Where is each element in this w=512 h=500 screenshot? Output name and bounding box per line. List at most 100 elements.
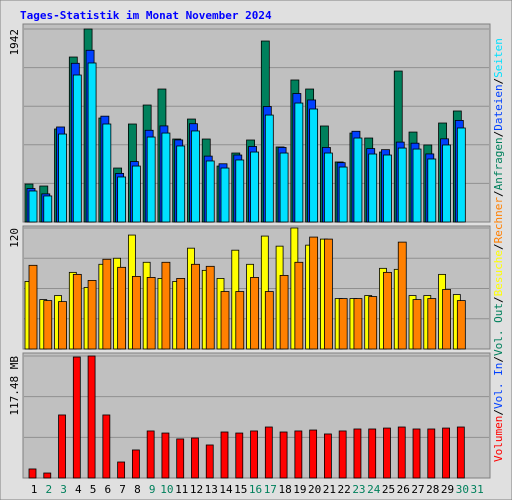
bar — [279, 431, 288, 479]
bar — [383, 271, 392, 350]
x-tick-label: 13 — [205, 483, 218, 496]
bar — [442, 144, 451, 223]
bar — [294, 261, 304, 350]
bar — [323, 152, 333, 223]
legend-entry: Volumen — [492, 416, 505, 462]
bar — [264, 426, 273, 479]
x-tick-label: 7 — [119, 483, 126, 496]
x-tick-label: 30 — [456, 483, 469, 496]
bar — [309, 236, 319, 350]
bar — [250, 430, 258, 479]
x-tick-label: 6 — [105, 483, 112, 496]
bar — [102, 123, 112, 223]
bar — [117, 266, 127, 350]
bar — [294, 102, 304, 223]
y-tick-label: 120 — [8, 228, 21, 248]
bar — [220, 431, 229, 479]
bar — [323, 238, 333, 350]
legend-entry: Dateien — [492, 84, 505, 130]
bar — [456, 300, 466, 350]
bar — [427, 428, 436, 479]
bar — [191, 437, 199, 479]
bar — [279, 274, 289, 350]
x-tick-label: 16 — [249, 483, 262, 496]
bar — [102, 258, 112, 350]
bar — [353, 428, 362, 479]
bar — [161, 132, 171, 223]
bar — [205, 160, 215, 223]
bar — [264, 291, 274, 350]
bar — [397, 241, 407, 350]
bar — [323, 433, 332, 479]
bar — [72, 74, 82, 223]
x-tick-label: 12 — [190, 483, 203, 496]
bar — [117, 461, 126, 479]
bar — [353, 298, 363, 350]
bar — [176, 438, 185, 479]
bar — [368, 428, 377, 479]
legend-separator: / — [492, 356, 505, 363]
x-tick-label: 26 — [397, 483, 410, 496]
bar — [309, 108, 319, 223]
bar — [235, 291, 245, 350]
bar — [205, 265, 215, 350]
bar — [368, 296, 378, 350]
bar — [353, 137, 363, 223]
x-tick-label: 14 — [219, 483, 233, 496]
bar — [131, 165, 141, 223]
x-tick-label: 20 — [308, 483, 321, 496]
bar — [72, 356, 81, 479]
bar — [383, 427, 391, 479]
x-tick-label: 11 — [175, 483, 188, 496]
x-tick-label: 3 — [60, 483, 67, 496]
x-tick-label: 17 — [264, 483, 277, 496]
x-tick-label: 9 — [149, 483, 156, 496]
legend-entry: Anfragen — [492, 137, 505, 190]
bar — [338, 298, 348, 350]
legend-separator: / — [492, 296, 505, 303]
x-tick-label: 2 — [45, 483, 52, 496]
legend-separator: / — [492, 78, 505, 85]
bar — [161, 261, 171, 350]
bar — [205, 444, 214, 479]
bar — [397, 147, 407, 223]
bar — [131, 275, 141, 350]
x-tick-label: 22 — [338, 483, 351, 496]
bar — [442, 289, 451, 350]
bar — [412, 148, 422, 223]
legend-entry: Besuche — [492, 250, 505, 296]
x-tick-label: 1 — [31, 483, 38, 496]
bar — [117, 176, 127, 223]
bar — [72, 273, 82, 350]
x-tick-label: 29 — [441, 483, 454, 496]
bar — [58, 414, 66, 479]
bar — [146, 430, 155, 479]
bar — [294, 430, 303, 479]
bar — [58, 133, 67, 223]
bar — [368, 153, 378, 223]
bar — [191, 263, 200, 350]
bar — [87, 62, 97, 223]
bar — [427, 158, 437, 223]
bar — [146, 277, 156, 350]
x-tick-label: 15 — [234, 483, 247, 496]
bar — [250, 151, 259, 223]
bar — [456, 127, 466, 223]
x-tick-label: 19 — [293, 483, 306, 496]
bar — [338, 166, 348, 223]
bar — [279, 152, 289, 223]
bar — [161, 432, 170, 479]
x-tick-label: 28 — [426, 483, 439, 496]
x-tick-label: 8 — [134, 483, 141, 496]
legend-entry: Vol. Out — [492, 303, 505, 356]
x-tick-label: 10 — [160, 483, 173, 496]
bar — [427, 298, 437, 350]
x-tick-label: 24 — [367, 483, 381, 496]
bar — [442, 427, 450, 479]
legend-entry: Vol. In — [492, 363, 505, 409]
bar — [102, 414, 111, 479]
legend-separator: / — [492, 243, 505, 250]
bar — [87, 355, 96, 479]
y-tick-label: 117.48 MB — [8, 356, 21, 416]
